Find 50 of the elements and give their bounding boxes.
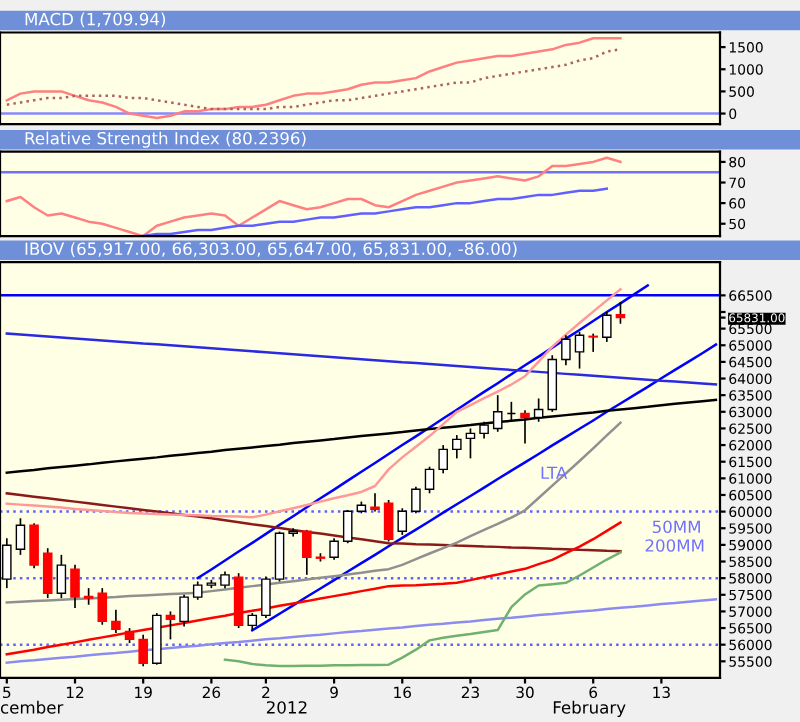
annotation: 200MM (645, 539, 704, 552)
line-series (251, 343, 718, 632)
candlestick (520, 409, 530, 445)
line-series (5, 332, 718, 386)
text: cember (0, 700, 64, 714)
candlestick (588, 332, 598, 353)
candlestick (465, 427, 476, 460)
candlestick (192, 580, 203, 601)
candlestick (574, 331, 585, 370)
chart-title: IBOV (65,917.00, 66,303.00, 65,647.00, 65,831.00, -86.00) (25, 242, 517, 257)
candlestick (165, 610, 176, 641)
candlestick (342, 509, 353, 545)
candlestick (152, 612, 162, 666)
candlestick (424, 465, 435, 495)
annotation: LTA (541, 466, 568, 479)
candlestick (179, 593, 189, 628)
candlestick (397, 507, 408, 536)
candlestick (602, 311, 612, 343)
text: February (553, 700, 626, 717)
text: 2012 (266, 701, 307, 714)
line-series (141, 187, 609, 237)
candlestick (438, 444, 448, 475)
candlestick (329, 537, 339, 561)
candlestick (383, 499, 394, 543)
line-series (5, 156, 622, 237)
line-series (5, 598, 718, 664)
candlestick (56, 554, 67, 599)
chart-title: MACD (1,709.94) (25, 12, 166, 28)
candlestick (452, 434, 462, 460)
candlestick (615, 301, 626, 325)
chart-title: Relative Strength Index (80.2396) (25, 131, 306, 148)
candlestick (70, 564, 80, 609)
candlestick (42, 547, 53, 599)
candlestick (29, 522, 39, 570)
line-series (5, 37, 622, 120)
line-series (5, 48, 622, 111)
candlestick (138, 633, 148, 668)
candlestick (15, 517, 26, 556)
candlestick (97, 587, 108, 626)
candlestick (561, 334, 571, 367)
candlestick (261, 575, 271, 619)
candlestick (274, 530, 285, 583)
candlestick (370, 492, 380, 513)
line-series (223, 551, 622, 668)
candlestick (302, 529, 312, 576)
line-series (5, 288, 622, 519)
line-series (5, 521, 622, 656)
candlestick (411, 485, 421, 515)
candlestick (111, 608, 121, 634)
annotation: 50MM (652, 520, 700, 534)
